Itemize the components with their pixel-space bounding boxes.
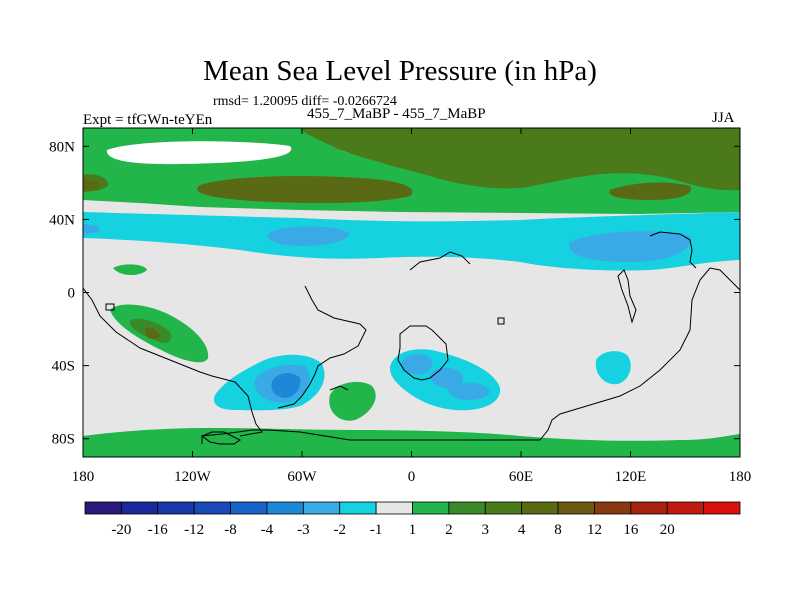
south-pacific-brown-patch xyxy=(145,327,160,339)
x-tick-label: 120W xyxy=(174,469,212,485)
colorbar-label: 8 xyxy=(554,522,562,538)
x-tick-label: 60W xyxy=(287,469,317,485)
x-axis: 180 120W 60W 0 60E 120E 180 xyxy=(72,128,752,485)
colorbar-swatch xyxy=(339,501,377,515)
colorbar-label: -20 xyxy=(111,522,131,538)
colorbar-label: -12 xyxy=(184,522,204,538)
colorbar-label: -16 xyxy=(148,522,168,538)
coastline-islands xyxy=(105,303,505,391)
colorbar-label: -3 xyxy=(297,522,310,538)
colorbar-swatch xyxy=(557,501,595,515)
y-tick-label: 40S xyxy=(52,359,75,375)
antarctic-green-band xyxy=(83,428,740,457)
colorbar-label: -4 xyxy=(261,522,274,538)
north-brown-patch-3 xyxy=(83,180,100,192)
y-tick-label: 40N xyxy=(49,212,75,228)
south-america-deep-blue-patch xyxy=(271,373,301,398)
y-tick-label: 0 xyxy=(68,286,76,302)
colorbar-label: -8 xyxy=(224,522,237,538)
colorbar-swatch xyxy=(230,501,268,515)
coastline-antarctic-peninsula xyxy=(200,431,241,445)
north-brown-patch-2 xyxy=(609,182,691,200)
x-tick-label: 0 xyxy=(408,469,416,485)
north-cyan-band xyxy=(83,212,740,271)
x-tick-label: 180 xyxy=(72,469,95,485)
colorbar-swatch xyxy=(630,501,668,515)
x-tick-label: 120E xyxy=(615,469,647,485)
south-africa-blue-patch-1 xyxy=(401,354,433,375)
tropical-green-patch xyxy=(113,264,147,276)
colorbar-label: 20 xyxy=(660,522,675,538)
colorbar-swatch xyxy=(193,501,231,515)
experiment-label: Expt = tfGWn-teYEn xyxy=(83,112,213,128)
stats-label: rmsd= 1.20095 diff= -0.0266724 xyxy=(213,94,397,109)
colorbar-swatch xyxy=(375,501,413,515)
colorbar: -20 -16 -12 -8 -4 -3 -2 -1 1 2 3 4 8 12 16 20 xyxy=(84,501,741,538)
colorbar-label: 3 xyxy=(482,522,490,538)
colorbar-label: 1 xyxy=(409,522,417,538)
map-field xyxy=(83,128,740,457)
colorbar-swatch xyxy=(594,501,632,515)
colorbar-swatch xyxy=(120,501,159,515)
y-tick-label: 80S xyxy=(52,432,75,448)
colorbar-swatch xyxy=(666,501,705,515)
north-dark-band xyxy=(300,128,740,191)
colorbar-label: -1 xyxy=(370,522,383,538)
colorbar-swatch xyxy=(412,501,450,515)
y-axis: 80N 40N 0 40S 80S xyxy=(49,139,740,448)
chart-title: Mean Sea Level Pressure (in hPa) xyxy=(203,55,597,87)
north-blue-patch-3 xyxy=(83,224,100,234)
coastline-americas xyxy=(83,287,263,437)
colorbar-label: 2 xyxy=(445,522,453,538)
comparison-label: 455_7_MaBP - 455_7_MaBP xyxy=(307,106,486,122)
coastlines xyxy=(83,231,740,445)
coastline-antarctica xyxy=(201,267,740,444)
south-atlantic-green-patch xyxy=(329,381,376,421)
colorbar-swatch xyxy=(157,501,195,515)
coastline-india xyxy=(617,269,637,324)
coastline-east-asia xyxy=(649,231,697,269)
colorbar-swatch xyxy=(84,501,122,515)
colorbar-swatch xyxy=(302,501,341,515)
colorbar-swatch xyxy=(484,501,523,515)
north-blue-patch-2 xyxy=(569,231,691,262)
north-brown-patch-1 xyxy=(196,176,413,204)
x-tick-label: 180 xyxy=(729,469,752,485)
colorbar-swatch xyxy=(521,501,559,515)
colorbar-label: 16 xyxy=(623,522,639,538)
colorbar-label: 12 xyxy=(587,522,602,538)
coastline-africa xyxy=(397,325,449,381)
colorbar-swatch xyxy=(266,501,304,515)
colorbar-swatch xyxy=(703,501,741,515)
north-blue-patch-1 xyxy=(267,226,350,246)
coastline-asia xyxy=(409,251,471,271)
south-africa-blue-patch-2 xyxy=(430,367,463,389)
colorbar-swatch xyxy=(448,501,486,515)
arctic-white-patch-1 xyxy=(106,141,292,165)
x-tick-label: 60E xyxy=(509,469,533,485)
colorbar-label: 4 xyxy=(518,522,526,538)
y-tick-label: 80N xyxy=(49,139,75,155)
colorbar-label: -2 xyxy=(333,522,346,538)
indian-ocean-cyan-patch xyxy=(595,351,631,385)
south-africa-blue-patch-3 xyxy=(448,382,490,400)
coastline-south-america xyxy=(277,285,367,409)
season-label: JJA xyxy=(712,110,735,126)
